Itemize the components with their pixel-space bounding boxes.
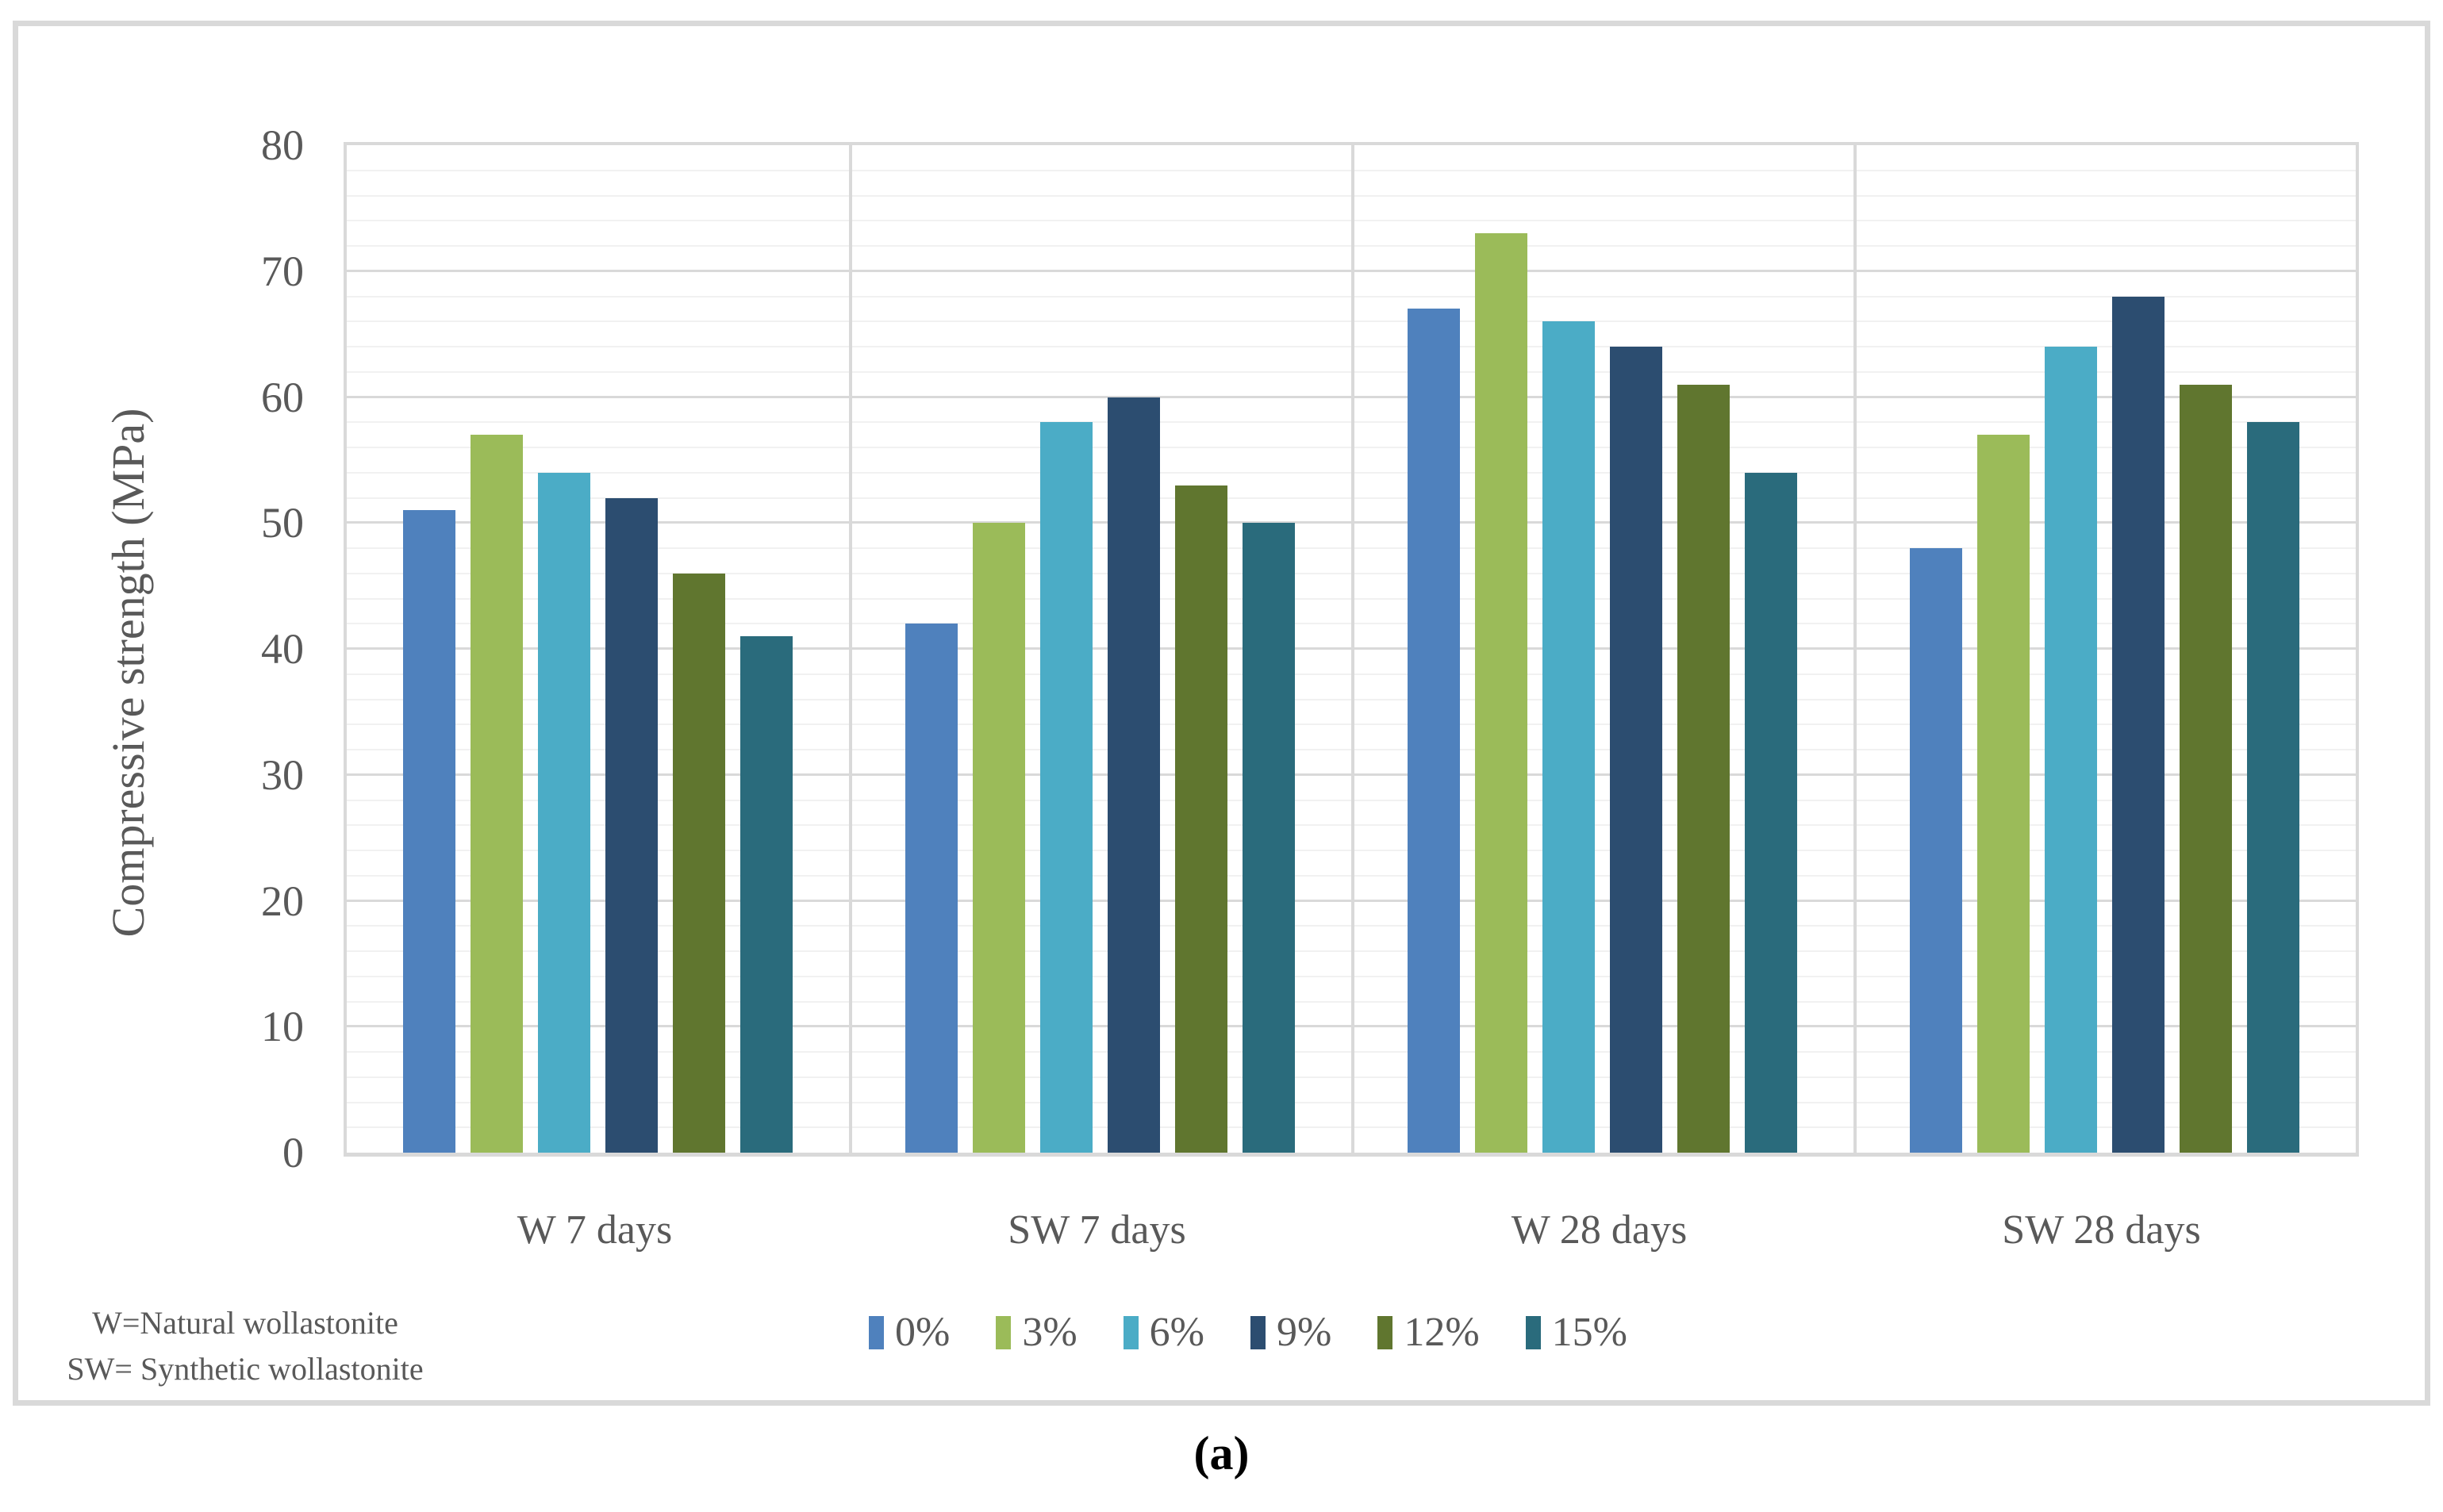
legend-swatch-12% xyxy=(1377,1316,1393,1349)
bar-3%-w-28-days xyxy=(1475,233,1527,1153)
category-panel-w-7-days xyxy=(347,145,852,1153)
y-tick-label-50: 50 xyxy=(261,499,304,547)
bar-0%-sw-7-days xyxy=(905,624,958,1153)
category-panel-w-28-days xyxy=(1351,145,1857,1153)
legend-swatch-15% xyxy=(1525,1316,1541,1349)
bar-12%-sw-28-days xyxy=(2180,384,2232,1153)
bar-15%-sw-28-days xyxy=(2247,422,2299,1153)
bar-0%-w-7-days xyxy=(403,510,455,1153)
category-panel-sw-7-days xyxy=(849,145,1354,1153)
legend-swatch-6% xyxy=(1123,1316,1139,1349)
legend-label-3%: 3% xyxy=(1022,1310,1077,1355)
bar-9%-sw-28-days xyxy=(2112,296,2165,1153)
legend-item-3%: 3% xyxy=(996,1309,1077,1357)
legend-item-6%: 6% xyxy=(1123,1309,1204,1357)
bar-12%-w-28-days xyxy=(1677,384,1730,1153)
y-tick-label-40: 40 xyxy=(261,625,304,673)
figure-caption: (a) xyxy=(1193,1427,1250,1479)
figure-frame: Compressive strength (MPa) 0 10 20 30 40 50 60… xyxy=(13,21,2430,1406)
legend-item-12%: 12% xyxy=(1377,1309,1480,1357)
category-panel-sw-28-days xyxy=(1853,145,2356,1153)
note-line-1: W=Natural wollastonite xyxy=(92,1305,398,1341)
abbreviation-note: W=Natural wollastonite SW= Synthetic wol… xyxy=(55,1300,436,1392)
legend-label-12%: 12% xyxy=(1404,1310,1480,1355)
category-label-sw-7-days: SW 7 days xyxy=(1008,1207,1186,1253)
legend-label-6%: 6% xyxy=(1149,1310,1204,1355)
bar-0%-w-28-days xyxy=(1408,309,1460,1153)
y-tick-label-70: 70 xyxy=(261,247,304,295)
bar-3%-sw-28-days xyxy=(1977,435,2030,1153)
legend-swatch-9% xyxy=(1250,1316,1266,1349)
legend-item-9%: 9% xyxy=(1250,1309,1331,1357)
y-tick-label-60: 60 xyxy=(261,373,304,421)
legend-swatch-0% xyxy=(869,1316,885,1349)
bar-15%-sw-7-days xyxy=(1243,523,1295,1153)
bar-15%-w-28-days xyxy=(1745,472,1797,1153)
bar-6%-sw-7-days xyxy=(1040,422,1093,1153)
bar-12%-w-7-days xyxy=(673,573,725,1153)
bar-6%-w-7-days xyxy=(538,472,590,1153)
legend-label-0%: 0% xyxy=(895,1310,951,1355)
category-label-w-28-days: W 28 days xyxy=(1511,1207,1688,1253)
category-label-w-7-days: W 7 days xyxy=(517,1207,673,1253)
plot-area xyxy=(344,142,2359,1157)
note-line-2: SW= Synthetic wollastonite xyxy=(67,1351,424,1387)
bar-9%-w-28-days xyxy=(1610,347,1662,1153)
bar-6%-w-28-days xyxy=(1542,321,1595,1153)
bar-0%-sw-28-days xyxy=(1910,548,1962,1153)
legend-label-9%: 9% xyxy=(1277,1310,1332,1355)
bar-3%-w-7-days xyxy=(471,435,523,1153)
bar-3%-sw-7-days xyxy=(973,523,1025,1153)
y-tick-label-30: 30 xyxy=(261,750,304,799)
y-tick-label-10: 10 xyxy=(261,1003,304,1051)
legend-item-0%: 0% xyxy=(869,1309,950,1357)
bar-6%-sw-28-days xyxy=(2045,347,2097,1153)
y-tick-label-20: 20 xyxy=(261,877,304,925)
y-tick-label-80: 80 xyxy=(261,121,304,169)
bar-9%-sw-7-days xyxy=(1108,397,1160,1153)
category-label-sw-28-days: SW 28 days xyxy=(2002,1207,2201,1253)
bar-12%-sw-7-days xyxy=(1175,485,1227,1153)
legend-item-15%: 15% xyxy=(1525,1309,1627,1357)
legend-swatch-3% xyxy=(996,1316,1012,1349)
y-tick-label-0: 0 xyxy=(282,1129,304,1176)
bar-15%-w-7-days xyxy=(740,636,793,1153)
legend: 0% 3% 6% 9% 12% 15% xyxy=(574,1305,1923,1360)
legend-label-15%: 15% xyxy=(1551,1310,1627,1355)
bar-9%-w-7-days xyxy=(605,497,658,1153)
